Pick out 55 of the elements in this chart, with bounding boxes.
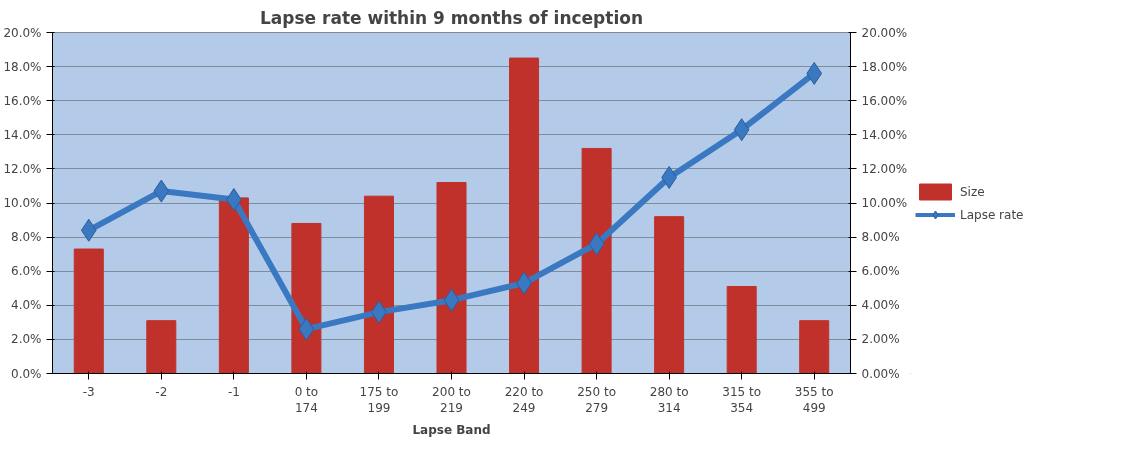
x-tick-label: 315 to 354 <box>722 384 762 416</box>
bar <box>654 216 685 374</box>
x-tick-label: -2 <box>155 384 168 399</box>
y-tick-label: 2.0% <box>11 332 42 347</box>
x-tick-label: 355 to 499 <box>794 384 834 416</box>
y2-tick-label: 4.00% <box>861 298 900 313</box>
y2-tick-label: 0.00% <box>861 366 900 381</box>
bar <box>73 248 104 374</box>
x-tick-label: 280 to 314 <box>649 384 689 416</box>
point <box>443 288 460 312</box>
y-tick-label: 0.0% <box>11 366 42 381</box>
bar <box>363 195 394 374</box>
x-tick-label: 0 to 174 <box>294 384 319 416</box>
legend-label: Size <box>960 184 985 198</box>
y2-tick-label: 20.00% <box>861 25 908 40</box>
y2-tick-label: 2.00% <box>861 332 900 347</box>
y2-tick-label: 6.00% <box>861 264 900 279</box>
y2-tick-label: 14.00% <box>861 127 908 142</box>
chart-title: Lapse rate within 9 months of inception <box>259 7 644 28</box>
y-tick-label: 10.0% <box>3 196 42 210</box>
x-tick-label: 200 to 219 <box>432 384 471 416</box>
bar <box>291 222 322 374</box>
point <box>806 61 823 85</box>
x-tick-label: -3 <box>82 384 95 399</box>
y2-tick-label: 10.00% <box>861 196 908 210</box>
y-tick-label: 12.0% <box>3 161 42 176</box>
y2-tick-label: 8.00% <box>861 230 900 245</box>
y-tick-label: 14.0% <box>3 127 42 142</box>
point <box>153 179 170 203</box>
bar <box>799 320 830 374</box>
y-tick-label: 18.0% <box>3 59 42 74</box>
point <box>733 118 750 142</box>
y-tick-label: 6.0% <box>11 264 42 279</box>
legend-label: Lapse rate <box>960 207 1024 221</box>
y2-tick-label: 16.00% <box>861 93 908 108</box>
x-tick-label: 250 to 279 <box>577 384 616 416</box>
bar <box>726 286 757 374</box>
y2-tick-label: 18.00% <box>861 59 908 74</box>
x-axis-title: Lapse Band <box>412 423 491 438</box>
y-tick-label: 20.0% <box>3 25 42 40</box>
x-tick-label: 175 to 199 <box>359 384 399 416</box>
point <box>80 218 97 242</box>
y2-tick-label: 12.00% <box>861 161 908 176</box>
point <box>298 317 315 341</box>
bar <box>146 320 177 374</box>
point <box>588 232 605 256</box>
bar <box>509 57 540 374</box>
y-tick-label: 8.0% <box>11 230 42 245</box>
bar <box>218 197 249 374</box>
x-tick-label: 220 to 249 <box>504 384 544 416</box>
bar <box>436 182 467 374</box>
y-tick-label: 4.0% <box>11 298 42 313</box>
y-tick-label: 16.0% <box>3 93 42 108</box>
x-tick-label: -1 <box>227 384 240 399</box>
bar <box>581 147 612 374</box>
